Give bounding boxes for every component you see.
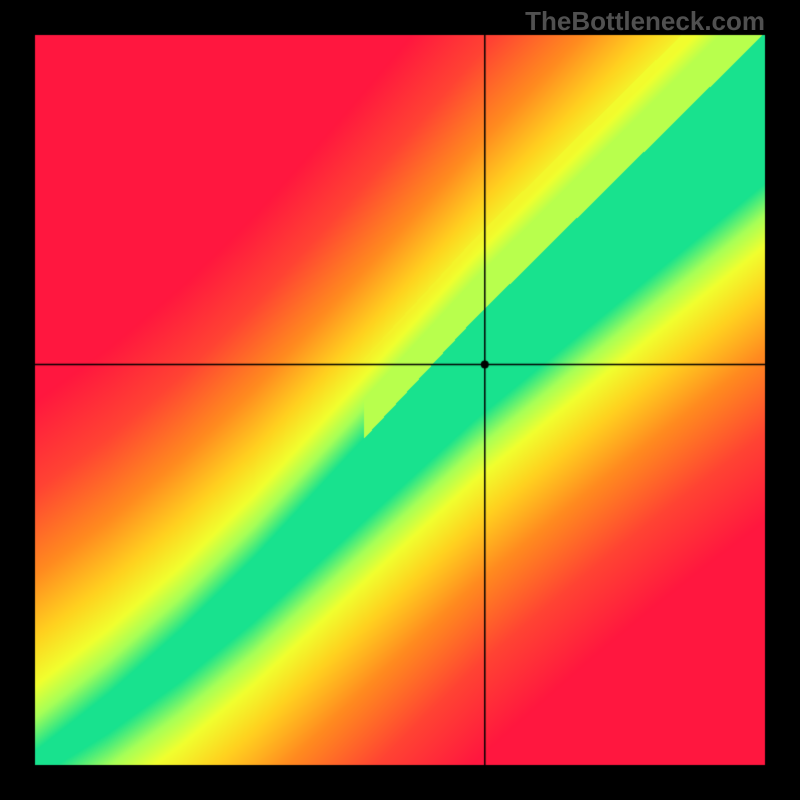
bottleneck-heatmap xyxy=(0,0,800,800)
chart-container: TheBottleneck.com xyxy=(0,0,800,800)
watermark-text: TheBottleneck.com xyxy=(525,6,765,37)
